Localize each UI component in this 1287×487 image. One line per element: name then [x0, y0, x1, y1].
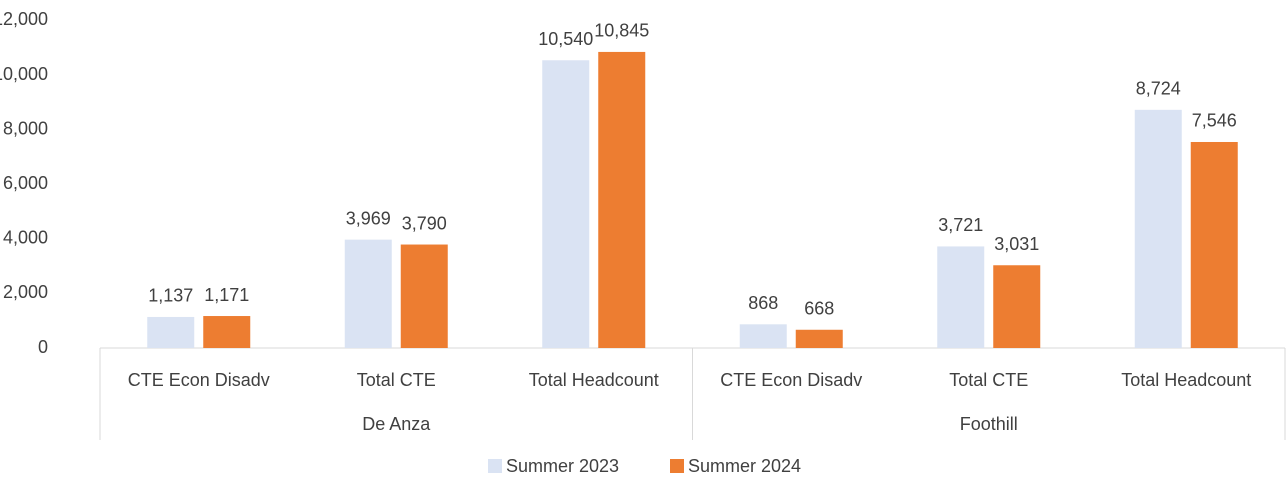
x-tick-label: Total Headcount [1121, 370, 1251, 390]
bar [344, 239, 392, 348]
bar [400, 244, 448, 348]
x-tick-label: Total CTE [357, 370, 436, 390]
bar [1134, 109, 1182, 348]
bar [203, 316, 251, 348]
y-tick-label: 8,000 [3, 118, 48, 138]
legend-swatch [670, 459, 684, 473]
x-tick-label: Total Headcount [529, 370, 659, 390]
bar [542, 60, 590, 349]
value-label: 1,171 [204, 285, 249, 305]
bar [147, 316, 195, 348]
bar [739, 324, 787, 348]
value-label: 1,137 [148, 286, 193, 306]
group-label: De Anza [362, 414, 431, 434]
legend-label: Summer 2023 [506, 456, 619, 476]
bar [795, 329, 843, 348]
bar [993, 265, 1041, 348]
y-tick-label: 4,000 [3, 228, 48, 248]
value-label: 10,845 [594, 21, 649, 41]
legend-swatch [488, 459, 502, 473]
x-tick-label: Total CTE [949, 370, 1028, 390]
y-tick-label: 2,000 [3, 282, 48, 302]
value-label: 3,969 [346, 208, 391, 228]
y-tick-label: 10,000 [0, 64, 48, 84]
y-tick-label: 0 [38, 337, 48, 357]
value-label: 3,790 [402, 213, 447, 233]
bar [937, 246, 985, 348]
x-tick-label: CTE Econ Disadv [128, 370, 270, 390]
y-tick-label: 12,000 [0, 9, 48, 29]
group-label: Foothill [960, 414, 1018, 434]
value-label: 7,546 [1192, 111, 1237, 131]
bar [598, 51, 646, 349]
value-label: 868 [748, 293, 778, 313]
bar [1190, 141, 1238, 348]
value-label: 8,724 [1136, 79, 1181, 99]
value-label: 668 [804, 299, 834, 319]
legend-label: Summer 2024 [688, 456, 801, 476]
value-label: 3,031 [994, 234, 1039, 254]
value-label: 3,721 [938, 215, 983, 235]
x-tick-label: CTE Econ Disadv [720, 370, 862, 390]
value-label: 10,540 [538, 29, 593, 49]
y-tick-label: 6,000 [3, 173, 48, 193]
